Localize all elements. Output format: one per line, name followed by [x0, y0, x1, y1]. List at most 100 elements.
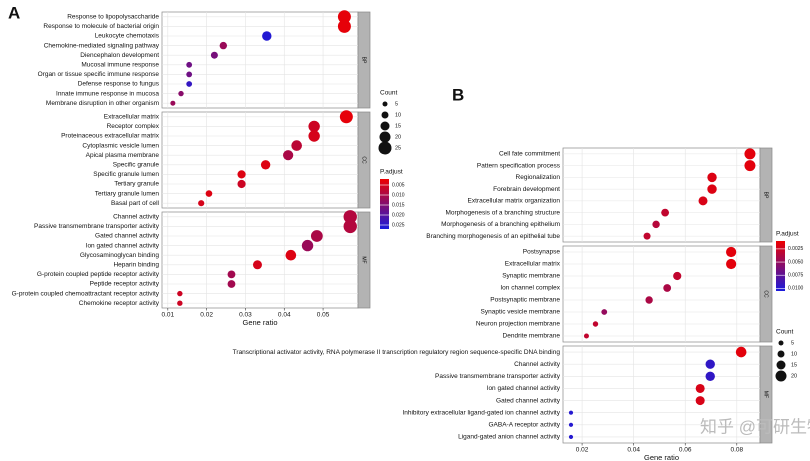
category-label: Basal part of cell [111, 200, 160, 207]
facet-strip [759, 345, 773, 444]
dot [695, 383, 705, 393]
dot [592, 321, 599, 327]
dot [170, 100, 176, 106]
category-label: Gated channel activity [496, 397, 561, 404]
facet-strip [759, 147, 773, 243]
legend-size-label: 10 [791, 351, 797, 357]
dot [337, 10, 351, 24]
legend-size-dot [380, 121, 390, 131]
x-axis-title: Gene ratio [242, 318, 277, 327]
legend-size-label: 20 [791, 373, 797, 379]
category-label: Proteinaceous extracellular matrix [61, 133, 160, 140]
category-label: Ion gated channel activity [86, 242, 160, 249]
dot [601, 309, 608, 315]
dot [339, 110, 353, 124]
category-label: Mucosal immune response [81, 62, 159, 69]
legend-size-label: 20 [395, 134, 401, 140]
colorbar-label: 0.025 [392, 222, 405, 228]
colorbar-label: 0.010 [392, 192, 405, 198]
dot [210, 51, 218, 59]
dot [673, 271, 682, 281]
category-label: Channel activity [113, 214, 160, 221]
category-label: Inhibitory extracellular ligand-gated io… [402, 409, 560, 416]
dot [310, 230, 323, 242]
category-label: Receptor complex [107, 123, 160, 130]
dot [227, 270, 236, 279]
legend-size-dot [378, 141, 392, 155]
dot [178, 90, 184, 97]
legend-title: Count [380, 90, 398, 97]
facet-strip-label: BP [763, 192, 769, 199]
category-label: Chemokine-mediated signaling pathway [44, 42, 160, 49]
category-label: Tertiary granule lumen [95, 190, 160, 197]
category-label: Gated channel activity [95, 233, 160, 240]
dot [735, 346, 747, 358]
facet-strip-label: CC [763, 290, 769, 298]
category-label: Specific granule lumen [93, 171, 159, 178]
x-tick-label: 0.02 [200, 312, 213, 319]
panel-label: B [452, 85, 464, 104]
category-label: Heparin binding [113, 262, 159, 269]
dot [308, 120, 320, 133]
legend-size-dot [382, 101, 388, 107]
category-label: Neuron projection membrane [476, 321, 561, 328]
x-tick-label: 0.04 [278, 312, 291, 319]
x-tick-label: 0.02 [576, 447, 589, 454]
legend-size-dot [775, 370, 787, 382]
category-label: Apical plasma membrane [86, 152, 160, 159]
dot [186, 81, 193, 87]
colorbar-label: 0.0100 [788, 286, 804, 292]
dot [343, 219, 357, 234]
category-label: Transcriptional activator activity, RNA … [233, 349, 561, 356]
dot [663, 284, 672, 292]
facet-strip [357, 211, 371, 309]
legend-size-dot [379, 131, 391, 143]
category-label: Cytoplasmic vesicle lumen [82, 142, 159, 149]
dot [177, 290, 183, 297]
legend-size-dot [778, 340, 784, 346]
dot [568, 422, 574, 427]
dot [705, 359, 715, 369]
dot [227, 280, 236, 288]
dot [698, 196, 708, 206]
category-label: G-protein coupled chemoattractant recept… [12, 290, 160, 297]
category-label: Ion channel complex [500, 285, 560, 292]
watermark: 知乎 @可研生物 [700, 417, 810, 436]
legend-size-label: 25 [395, 145, 401, 151]
category-label: Cell fate commitment [499, 151, 560, 158]
category-label: G-protein coupled peptide receptor activ… [37, 271, 160, 278]
dot [568, 410, 574, 415]
category-label: Morphogenesis of a branching epithelium [441, 221, 560, 228]
facet-strip-label: BP [361, 57, 367, 64]
dot [252, 260, 262, 270]
dot [343, 210, 357, 224]
dot [291, 140, 302, 151]
dot [308, 130, 320, 142]
facet-strip-label: CC [361, 156, 367, 164]
facet-panel [562, 345, 761, 444]
category-label: Extracellular matrix [505, 261, 561, 268]
colorbar-label: 0.015 [392, 202, 405, 208]
category-label: Postsynapse [523, 249, 561, 256]
dot [744, 148, 756, 160]
colorbar-label: 0.0075 [788, 273, 804, 279]
category-label: Pattern specification process [477, 162, 561, 169]
dot [652, 220, 660, 229]
category-label: Specific granule [113, 162, 160, 169]
dot [262, 31, 272, 41]
colorbar [380, 179, 389, 229]
category-label: Diencephalon development [80, 52, 159, 59]
dot [260, 160, 271, 170]
dot [283, 150, 294, 161]
dot [186, 61, 193, 68]
legend-size-label: 5 [395, 101, 398, 107]
x-tick-label: 0.01 [161, 312, 174, 319]
dot [301, 239, 314, 252]
dot [726, 258, 737, 270]
facet-strip-label: MF [361, 256, 367, 263]
category-label: Passive transmembrane transporter activi… [435, 373, 561, 380]
x-tick-label: 0.08 [730, 447, 743, 454]
dot [337, 19, 351, 33]
colorbar-label: 0.005 [392, 182, 405, 188]
